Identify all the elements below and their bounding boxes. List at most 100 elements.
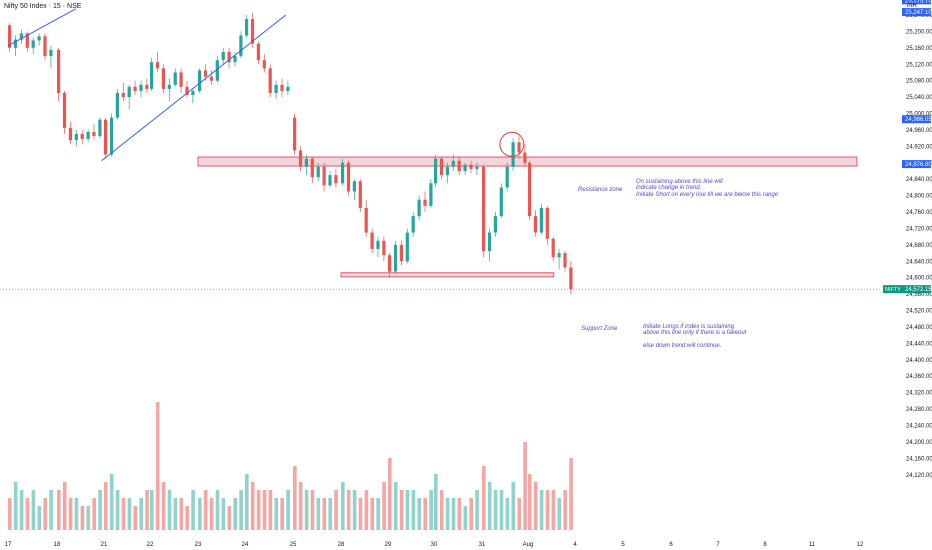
x-tick-label: 21 bbox=[101, 542, 108, 548]
volume-bar bbox=[487, 482, 492, 530]
volume-bar bbox=[98, 490, 102, 530]
candle bbox=[423, 199, 427, 206]
y-tick-label: 24,760.00 bbox=[906, 210, 932, 216]
price-tag-label: 24,876.80 bbox=[905, 162, 932, 168]
candle bbox=[19, 33, 23, 40]
volume-bar bbox=[179, 498, 184, 530]
volume-bar bbox=[569, 458, 573, 530]
candle bbox=[399, 244, 403, 262]
volume-bar bbox=[86, 506, 91, 530]
current-price-tag bbox=[883, 285, 931, 294]
volume-bar bbox=[268, 490, 273, 530]
volume-bar bbox=[161, 482, 166, 530]
candle bbox=[109, 117, 114, 155]
volume-bar bbox=[280, 498, 284, 530]
volume-bar bbox=[49, 490, 53, 530]
y-tick-label: 24,360.00 bbox=[906, 374, 932, 380]
volume-bar bbox=[393, 482, 398, 530]
volume-bar bbox=[239, 490, 243, 530]
candle bbox=[173, 72, 177, 85]
volume-bar bbox=[262, 490, 267, 530]
x-tick-label: 12 bbox=[857, 542, 864, 548]
x-tick-label: 6 bbox=[669, 542, 673, 548]
candle bbox=[139, 84, 143, 91]
candle bbox=[127, 86, 131, 98]
drawing-layer bbox=[7, 8, 525, 162]
volume-bar bbox=[203, 490, 208, 530]
x-tick-label: 31 bbox=[479, 542, 486, 548]
candle bbox=[227, 51, 231, 63]
candle bbox=[533, 216, 538, 233]
candle bbox=[298, 150, 303, 167]
candle bbox=[523, 152, 527, 163]
price-tag bbox=[902, 160, 931, 169]
candle bbox=[185, 86, 189, 96]
y-tick-label: 24,320.00 bbox=[906, 391, 932, 397]
volume-bar bbox=[551, 490, 556, 530]
y-tick-label: 25,200.00 bbox=[906, 29, 932, 35]
candle bbox=[352, 181, 356, 192]
x-tick-label: 5 bbox=[621, 542, 625, 548]
resistance-note: On sustaining above this line will indic… bbox=[636, 179, 779, 198]
volume-bar bbox=[80, 506, 85, 530]
volume-bar bbox=[68, 498, 73, 530]
candle bbox=[68, 127, 72, 141]
resistance-zone bbox=[197, 156, 858, 167]
x-tick-label: 24 bbox=[242, 542, 249, 548]
volume-bar bbox=[221, 498, 226, 530]
volume-bar bbox=[245, 474, 249, 530]
volume-bar bbox=[298, 482, 303, 530]
candle bbox=[57, 49, 61, 93]
y-tick-label: 24,280.00 bbox=[906, 407, 932, 413]
y-tick-label: 24,400.00 bbox=[906, 358, 932, 364]
volume-bar bbox=[92, 498, 96, 530]
candle bbox=[167, 84, 171, 89]
trendline bbox=[101, 14, 287, 162]
y-tick-label: 25,080.00 bbox=[906, 79, 932, 85]
candle bbox=[388, 255, 392, 272]
volume-bar bbox=[227, 506, 232, 530]
volume-bar bbox=[505, 498, 510, 530]
y-tick-label: 24,120.00 bbox=[906, 473, 932, 479]
candle bbox=[451, 160, 455, 167]
volume-bar bbox=[316, 498, 321, 530]
candle bbox=[563, 253, 567, 268]
candle bbox=[445, 166, 449, 176]
candle bbox=[316, 166, 320, 178]
x-tick-label: 4 bbox=[573, 542, 577, 548]
volume-bar bbox=[388, 458, 392, 530]
x-tick-label: 17 bbox=[5, 542, 12, 548]
price-tag bbox=[902, 115, 931, 124]
candle bbox=[37, 36, 41, 41]
y-tick-label: 24,240.00 bbox=[906, 424, 932, 430]
volume-bar bbox=[376, 498, 380, 530]
x-tick-label: 18 bbox=[54, 542, 61, 548]
volume-bar bbox=[557, 498, 562, 530]
y-tick-label: 24,960.00 bbox=[906, 128, 932, 134]
y-tick-label: 24,920.00 bbox=[906, 144, 932, 150]
y-tick-label: 24,560.00 bbox=[906, 292, 932, 298]
candle bbox=[439, 158, 444, 176]
candle bbox=[31, 40, 35, 48]
y-tick-label: 25,120.00 bbox=[906, 62, 932, 68]
y-tick-label: 24,520.00 bbox=[906, 309, 932, 315]
volume-bar bbox=[469, 498, 473, 530]
volume-bar bbox=[274, 498, 279, 530]
candle bbox=[80, 134, 84, 139]
volume-bar bbox=[457, 498, 462, 530]
candle bbox=[487, 232, 492, 252]
volume-bar bbox=[31, 490, 36, 530]
candle bbox=[250, 19, 255, 44]
candle bbox=[405, 232, 409, 262]
volume-bar bbox=[19, 490, 24, 530]
candle bbox=[499, 187, 503, 217]
currency-label: INR bbox=[906, 3, 917, 9]
volume-bar bbox=[322, 498, 327, 530]
axis-layer: 25,240.0025,200.0025,160.0025,120.0025,0… bbox=[5, 0, 932, 548]
candle bbox=[493, 216, 497, 233]
volume-bar bbox=[352, 490, 357, 530]
volume-bar bbox=[150, 490, 154, 530]
volume-bar bbox=[37, 506, 42, 530]
volume-bar bbox=[411, 490, 416, 530]
